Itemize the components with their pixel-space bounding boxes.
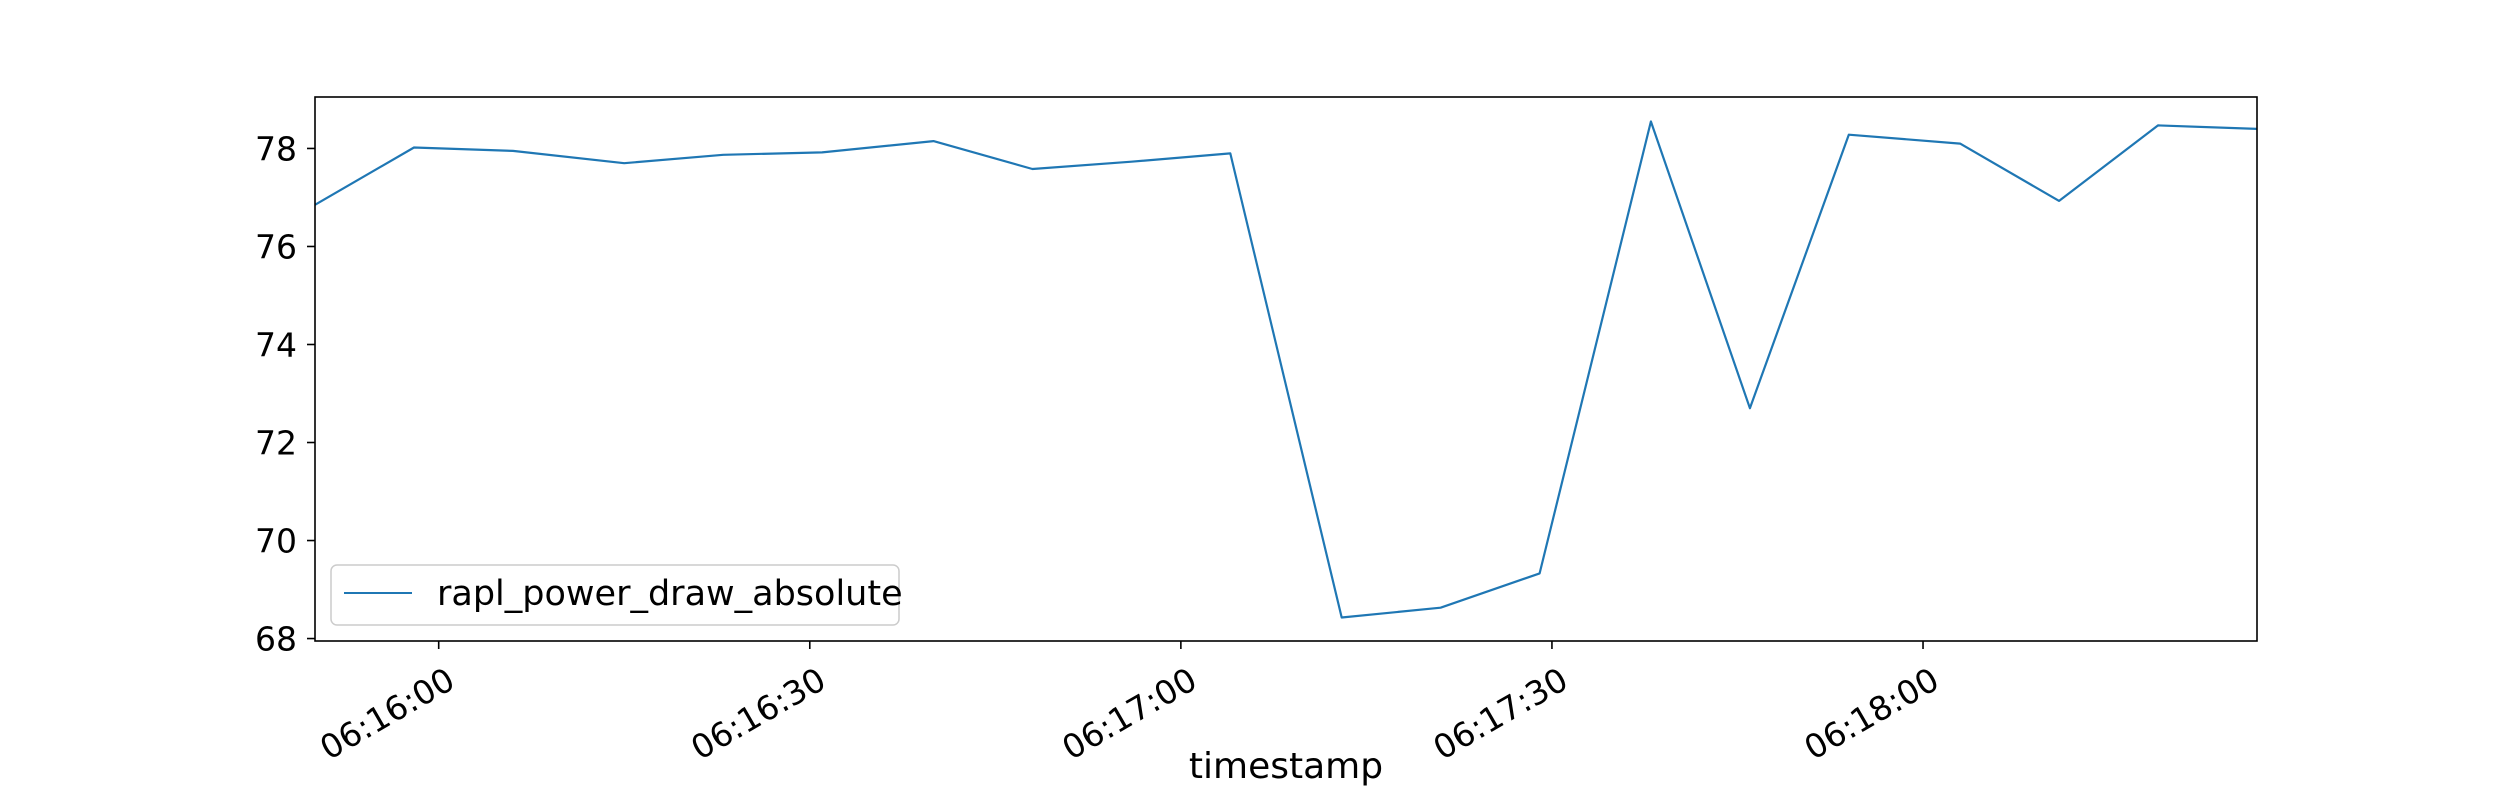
x-tick-label: 06:17:00 (1055, 660, 1203, 768)
y-tick-label: 74 (255, 325, 297, 364)
plot-area (314, 120, 2258, 619)
y-tick-label: 78 (255, 129, 297, 168)
y-tick-label: 76 (255, 227, 297, 266)
y-tick-label: 68 (255, 620, 297, 659)
y-axis: 68 70 72 74 76 78 (255, 129, 315, 659)
x-tick-label: 06:16:00 (313, 660, 461, 768)
y-tick-label: 72 (255, 424, 297, 463)
plot-frame (314, 96, 2258, 642)
legend: rapl_power_draw_absolute (330, 564, 903, 626)
x-axis: 06:16:00 06:16:30 06:17:00 06:17:30 06:18:00 (313, 641, 1945, 768)
legend-box (330, 564, 900, 626)
legend-label: rapl_power_draw_absolute (437, 574, 903, 614)
x-tick-label: 06:18:00 (1798, 660, 1946, 768)
x-axis-label: timestamp (1189, 746, 1383, 787)
x-tick-label: 06:16:30 (684, 660, 832, 768)
x-tick-label: 06:17:30 (1426, 660, 1574, 768)
y-tick-label: 70 (255, 522, 297, 561)
series-line-0 (314, 120, 2258, 619)
